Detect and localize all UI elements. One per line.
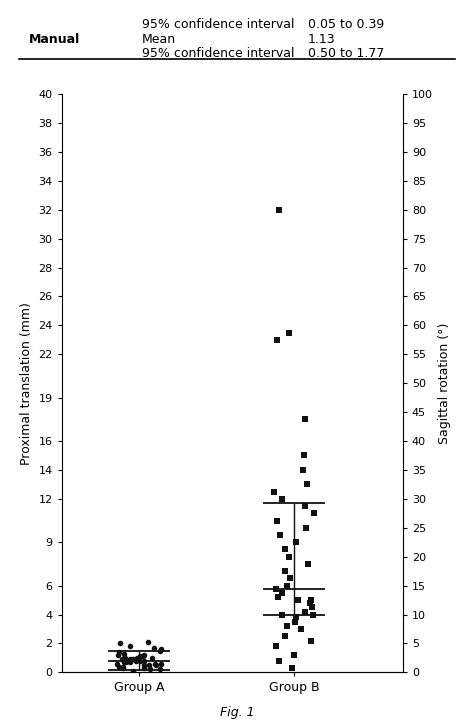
Point [149,652,156,664]
Point [157,658,165,669]
Point [272,641,279,652]
Point [310,508,318,519]
Point [271,486,278,497]
Point [281,565,289,577]
Point [283,620,291,632]
Point [140,659,148,671]
Point [272,583,280,594]
Point [301,606,309,617]
Point [301,414,309,425]
Point [273,515,281,526]
Text: 1.13: 1.13 [308,33,336,46]
Point [310,609,317,620]
Point [283,580,291,591]
Point [129,654,137,665]
Point [137,655,144,667]
Point [307,597,314,609]
Text: Mean: Mean [142,33,176,46]
Point [292,536,300,548]
Point [276,529,283,541]
Point [274,591,282,603]
Point [275,204,283,215]
Point [146,664,154,675]
Point [150,642,157,654]
Point [136,651,144,662]
Point [281,630,288,642]
Point [115,661,122,672]
Point [308,602,316,613]
Point [273,334,281,346]
Point [304,558,311,570]
Point [275,655,283,667]
Point [132,655,140,667]
Point [114,649,122,661]
Point [156,664,164,675]
Point [151,658,158,669]
Point [294,594,302,606]
Point [113,658,121,669]
Point [278,493,286,505]
Point [140,651,147,662]
Point [118,654,126,665]
Point [307,635,315,646]
Point [140,662,147,674]
Point [117,638,124,649]
Text: 95% confidence interval: 95% confidence interval [142,47,295,60]
Text: 0.05 to 0.39: 0.05 to 0.39 [308,18,384,31]
Text: Manual: Manual [28,33,80,46]
Point [126,654,133,665]
Point [115,646,123,658]
Y-axis label: Proximal translation (mm): Proximal translation (mm) [20,301,33,465]
Text: Fig. 1: Fig. 1 [219,706,255,719]
Point [285,327,292,338]
Point [145,659,153,671]
Point [292,616,299,628]
Point [126,655,133,667]
Point [286,573,293,584]
Point [133,652,141,664]
Point [126,656,134,668]
Point [119,661,127,672]
Y-axis label: Sagittal rotation (°): Sagittal rotation (°) [438,322,451,444]
Point [153,659,160,671]
Point [126,641,134,652]
Text: 0.50 to 1.77: 0.50 to 1.77 [308,47,384,60]
Point [156,645,164,656]
Point [308,594,315,606]
Point [303,522,310,534]
Point [282,544,289,555]
Point [157,643,164,655]
Point [278,587,286,599]
Point [140,649,148,661]
Point [141,655,148,667]
Point [122,656,129,668]
Point [278,609,285,620]
Point [121,656,128,668]
Point [121,652,129,664]
Point [299,464,307,476]
Text: 95% confidence interval: 95% confidence interval [142,18,295,31]
Point [119,662,127,674]
Point [129,665,137,677]
Point [300,450,307,461]
Point [303,479,311,490]
Point [120,648,128,659]
Point [120,656,128,668]
Point [285,551,292,562]
Point [288,662,296,674]
Point [301,500,309,512]
Point [297,623,305,635]
Point [144,636,152,648]
Point [292,612,300,623]
Point [290,649,298,661]
